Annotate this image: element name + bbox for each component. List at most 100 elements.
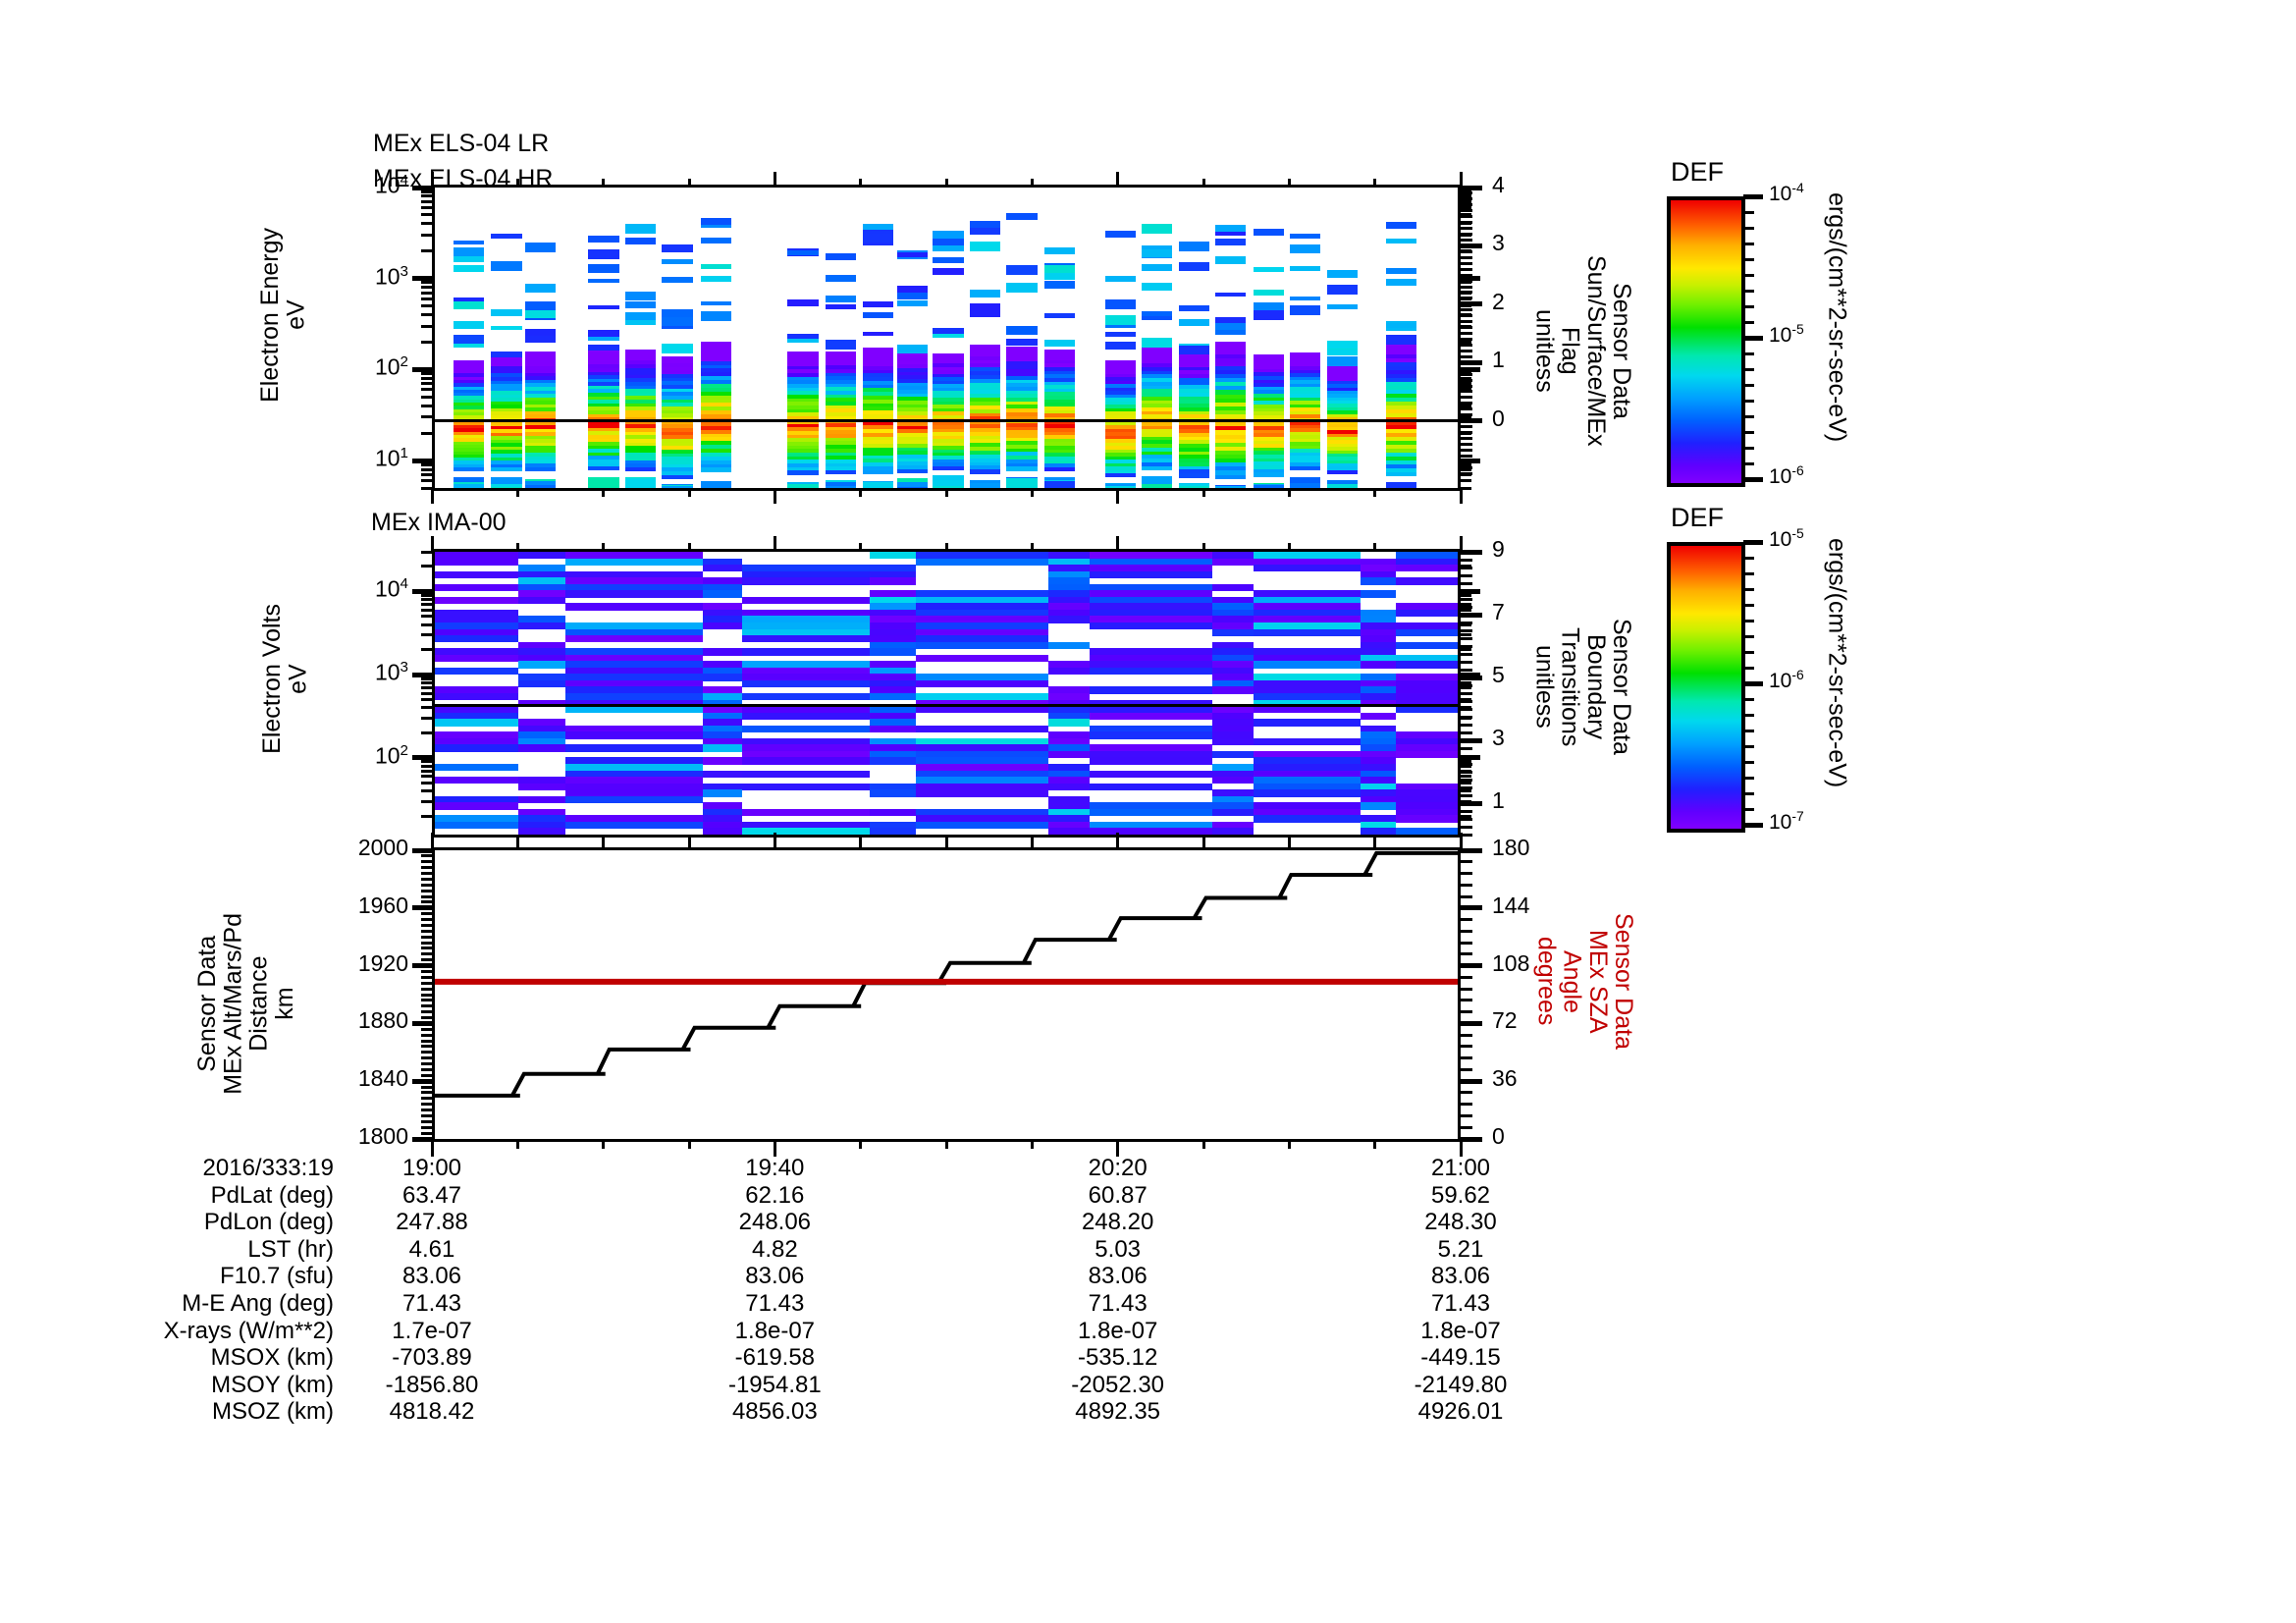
heatmap-cell xyxy=(1142,224,1173,235)
heatmap-cell xyxy=(1361,590,1397,598)
heatmap-cell xyxy=(524,301,556,312)
heatmap-cell xyxy=(1215,398,1247,404)
heatmap-cell xyxy=(491,355,522,361)
heatmap-cell xyxy=(1253,407,1284,413)
heatmap-cell xyxy=(896,451,929,456)
heatmap-cell xyxy=(826,452,857,457)
heatmap-cell xyxy=(1006,426,1038,432)
y-minor-tick-right xyxy=(1461,206,1471,210)
heatmap-cell xyxy=(1104,411,1136,416)
heatmap-cell xyxy=(1006,339,1038,346)
heatmap-cell xyxy=(700,391,732,397)
sza-minor-tick xyxy=(1461,941,1472,945)
heatmap-cell xyxy=(1211,808,1254,817)
heatmap-cell xyxy=(453,386,484,391)
x-tick xyxy=(1459,1139,1463,1157)
heatmap-cell xyxy=(565,661,703,669)
heatmap-cell xyxy=(1089,616,1212,623)
heatmap-cell xyxy=(453,451,484,456)
heatmap-cell xyxy=(518,674,566,681)
x-tick-top xyxy=(602,179,606,188)
ima-right-minor-tick xyxy=(1461,754,1472,758)
heatmap-cell xyxy=(1386,279,1417,286)
heatmap-cell xyxy=(1044,280,1076,289)
heatmap-cell xyxy=(1178,362,1209,368)
heatmap-cell xyxy=(826,456,857,460)
els-right-minor-tick xyxy=(1461,454,1472,458)
heatmap-cell xyxy=(862,451,893,457)
table-cell: 60.87 xyxy=(1088,1181,1148,1209)
heatmap-cell xyxy=(933,425,964,430)
els-right-minor-tick xyxy=(1461,349,1472,352)
heatmap-cell xyxy=(662,413,693,418)
heatmap-cell xyxy=(624,385,657,391)
heatmap-cell xyxy=(1104,473,1136,478)
heatmap-cell xyxy=(896,386,929,391)
heatmap-cell xyxy=(518,828,566,835)
heatmap-cell xyxy=(1396,699,1458,707)
heatmap-cell xyxy=(1290,456,1321,460)
heatmap-cell xyxy=(491,457,522,461)
heatmap-cell xyxy=(1386,405,1417,410)
heatmap-cell xyxy=(896,251,929,257)
heatmap-cell xyxy=(787,408,819,414)
els-right-minor-tick xyxy=(1461,261,1472,265)
heatmap-cell xyxy=(1048,777,1090,784)
heatmap-cell xyxy=(624,449,657,455)
heatmap-cell xyxy=(518,616,566,623)
heatmap-cell xyxy=(524,355,556,360)
heatmap-cell xyxy=(524,284,556,294)
heatmap-cell xyxy=(624,428,657,433)
colorbar-minor-tick xyxy=(1743,791,1754,795)
heatmap-cell xyxy=(588,459,619,464)
heatmap-cell xyxy=(826,448,857,454)
heatmap-cell xyxy=(826,459,857,464)
heatmap-cell xyxy=(1396,609,1458,618)
heatmap-cell xyxy=(1006,437,1038,443)
heatmap-cell xyxy=(700,425,732,431)
heatmap-cell xyxy=(624,389,657,394)
heatmap-cell xyxy=(524,309,556,318)
colorbar-ima-units-text: ergs/(cm**2-sr-sec-eV) xyxy=(1823,538,1851,788)
heatmap-cell xyxy=(518,725,566,733)
heatmap-cell xyxy=(1142,385,1173,391)
y-minor-tick xyxy=(421,789,432,793)
els-right-minor-tick xyxy=(1461,402,1472,406)
x-tick-top xyxy=(1201,179,1205,188)
heatmap-cell xyxy=(862,234,893,243)
heatmap-cell xyxy=(1290,244,1321,253)
els-right-major-tick xyxy=(1461,185,1482,190)
heatmap-cell xyxy=(896,357,929,362)
table-cell: -449.15 xyxy=(1420,1344,1501,1372)
ima-right-minor-tick xyxy=(1461,730,1472,734)
heatmap-cell xyxy=(1006,456,1038,460)
y-minor-tick xyxy=(421,717,432,720)
heatmap-cell xyxy=(1396,693,1458,701)
heatmap-cell xyxy=(453,399,484,404)
heatmap-cell xyxy=(518,719,566,727)
heatmap-cell xyxy=(933,414,964,419)
heatmap-cell xyxy=(1290,465,1321,470)
heatmap-cell xyxy=(741,757,870,765)
heatmap-cell xyxy=(1253,815,1361,823)
heatmap-cell xyxy=(787,449,819,454)
heatmap-cell xyxy=(662,457,693,461)
heatmap-cell xyxy=(1089,757,1212,765)
heatmap-cell xyxy=(1104,405,1136,409)
els-right-minor-tick xyxy=(1461,227,1472,231)
alt-minor-tick xyxy=(421,975,432,979)
heatmap-cell xyxy=(1048,764,1090,772)
heatmap-cell xyxy=(1178,444,1209,449)
heatmap-cell xyxy=(1290,359,1321,364)
heatmap-cell xyxy=(624,392,657,398)
heatmap-cell xyxy=(1215,414,1247,419)
heatmap-cell xyxy=(1044,427,1076,433)
heatmap-cell xyxy=(1006,387,1038,392)
heatmap-cell xyxy=(1361,679,1397,688)
heatmap-cell xyxy=(662,460,693,465)
ima-right-minor-tick xyxy=(1461,817,1472,821)
heatmap-cell xyxy=(1253,603,1361,611)
heatmap-cell xyxy=(862,226,893,236)
heatmap-cell xyxy=(1253,764,1361,772)
alt-minor-tick xyxy=(421,1027,432,1031)
